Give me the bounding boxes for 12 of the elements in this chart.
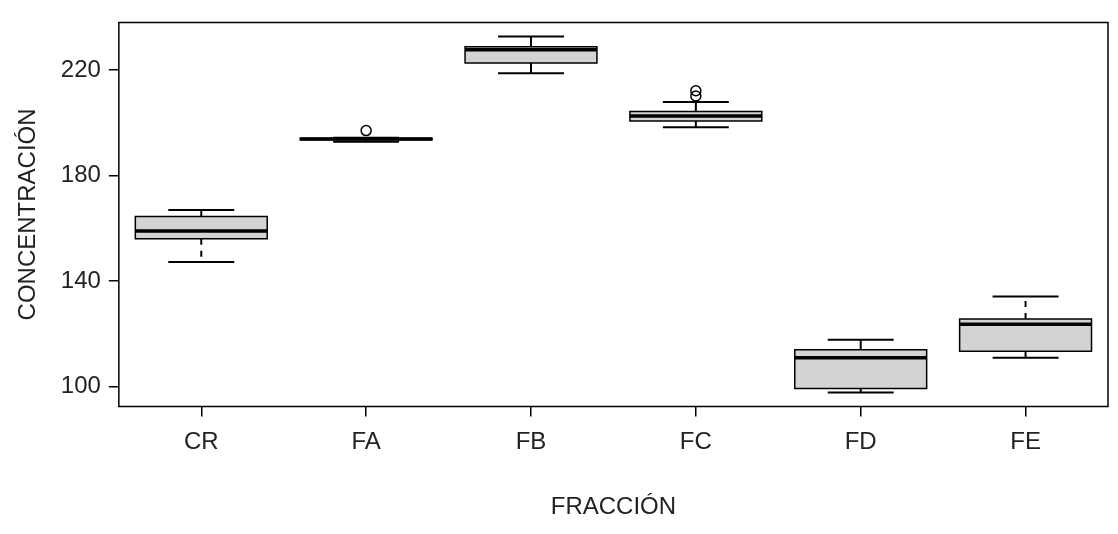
y-tick-label: 220	[60, 54, 101, 82]
y-tick-label: 180	[60, 160, 101, 188]
x-axis-title: FRACCIÓN	[550, 492, 677, 520]
x-tick-label: FD	[844, 427, 877, 455]
y-axis-title: CONCENTRACIÓN	[13, 108, 41, 321]
x-tick-label: FC	[679, 427, 712, 455]
y-tick-label: 140	[60, 265, 101, 293]
x-tick-label: FE	[1010, 427, 1041, 455]
y-tick-label: 100	[60, 371, 101, 399]
x-tick-label: FA	[351, 427, 381, 455]
x-tick-label: FB	[515, 427, 547, 455]
x-tick-label: CR	[183, 427, 219, 455]
